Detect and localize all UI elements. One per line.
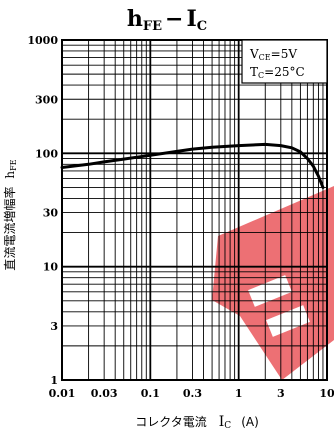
conditions-frame	[241, 39, 328, 84]
y-tick-label: 1000	[27, 34, 58, 47]
x-tick-labels: 0.01 0.03 0.1 0.3 1 3 10	[49, 387, 334, 400]
y-tick-label: 300	[35, 93, 58, 106]
x-axis-label: コレクタ電流 IC (A)	[135, 414, 259, 431]
condition-vce: VCE=5V	[249, 47, 297, 62]
y-tick-label: 10	[43, 261, 59, 274]
title-hfe-sub: FE	[143, 19, 162, 34]
y-tick-label: 30	[43, 207, 59, 220]
x-tick-label: 0.03	[91, 387, 118, 400]
chart-title: hFE − IC	[127, 6, 207, 34]
x-tick-label: 0.1	[141, 387, 160, 400]
y-tick-label: 3	[50, 320, 58, 333]
grid	[62, 40, 327, 380]
x-tick-label: 10	[319, 387, 334, 400]
x-tick-label: 1	[235, 387, 243, 400]
y-tick-label: 1	[50, 374, 58, 387]
y-tick-label: 100	[35, 147, 58, 160]
x-tick-label: 3	[277, 387, 285, 400]
y-tick-labels: 1 3 10 30 100 300 1000	[27, 34, 58, 387]
title-dash: −	[165, 6, 183, 32]
title-hfe: h	[127, 6, 143, 32]
title-ic-sub: C	[197, 19, 207, 34]
condition-tc: TC=25°C	[250, 65, 305, 80]
watermark-cutout-2	[266, 305, 310, 337]
x-tick-label: 0.3	[183, 387, 202, 400]
y-axis-label: 直流電流増幅率hFE	[2, 159, 18, 270]
conditions-box: VCE=5V TC=25°C	[241, 39, 328, 84]
plot-frame	[61, 39, 328, 381]
title-ic: I	[186, 6, 196, 32]
x-tick-label: 0.01	[49, 387, 76, 400]
hfe-curve	[60, 142, 325, 189]
